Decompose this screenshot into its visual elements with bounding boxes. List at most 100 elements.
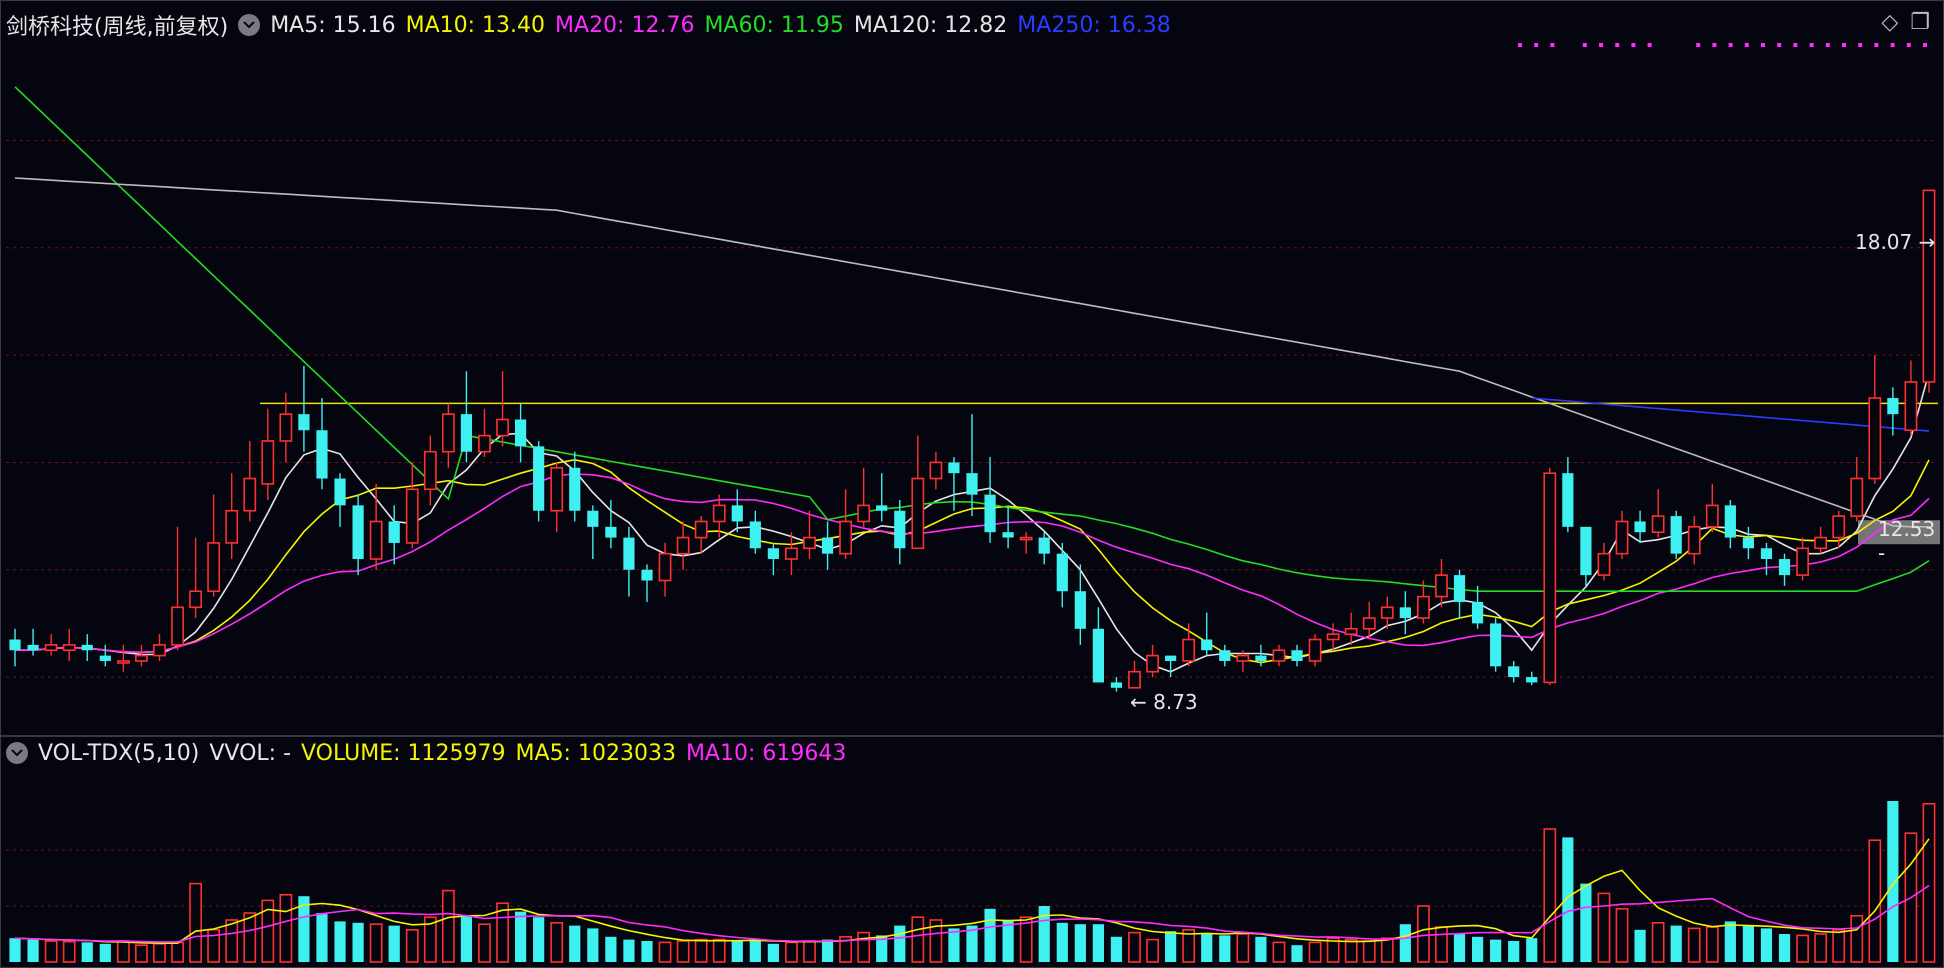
volume-bar-52	[948, 928, 960, 962]
volume-bar-44	[803, 940, 816, 963]
chart-mode: (周线,前复权)	[94, 15, 229, 40]
candle-body-41	[749, 521, 761, 549]
top-marker-0	[1518, 43, 1522, 47]
candle-body-95	[1724, 505, 1736, 538]
volume-bar-91	[1651, 921, 1665, 963]
volume-bar-70	[1272, 941, 1286, 963]
candle-body-12	[225, 509, 239, 544]
volume-bar-17	[316, 913, 328, 962]
candle-body-35	[641, 569, 653, 581]
candle-23	[423, 435, 437, 506]
candle-body-45	[821, 537, 834, 554]
candle-67	[1219, 644, 1231, 667]
candlestick-series[interactable]	[9, 189, 1936, 692]
volume-bar-72	[1308, 941, 1322, 963]
candle-34	[623, 526, 635, 597]
volume-bar-0	[9, 938, 21, 962]
volume-bar-102	[1850, 914, 1864, 963]
top-marker-16	[1777, 43, 1782, 47]
volume-bar-8	[153, 942, 166, 963]
volume-bar-80	[1453, 934, 1466, 962]
candle-59	[1074, 564, 1086, 645]
candle-body-63	[1146, 654, 1159, 673]
top-marker-22	[1874, 43, 1879, 47]
candle-62	[1128, 660, 1141, 689]
window-restore-icon[interactable]: ❐	[1910, 10, 1930, 35]
diamond-icon[interactable]: ◇	[1881, 10, 1899, 35]
chevron-down-icon[interactable]	[6, 742, 28, 764]
volume-bar-63	[1146, 938, 1159, 963]
volume-bar-18	[334, 921, 346, 962]
volume-bar-59	[1074, 924, 1086, 962]
candle-body-80	[1453, 575, 1466, 602]
volume-bar-9	[171, 941, 184, 963]
volume-bar-25	[460, 915, 473, 962]
candle-body-71	[1291, 650, 1303, 661]
volume-ma10-value: MA10: 619643	[685, 740, 847, 766]
candle-body-14	[261, 440, 275, 485]
candle-30	[550, 462, 564, 533]
high-price-label: 18.07 →	[1855, 230, 1936, 254]
volume-header: VOL-TDX(5,10) VVOL: - VOLUME: 1125979 MA…	[6, 736, 846, 770]
top-marker-17	[1793, 43, 1798, 47]
candle-body-3	[62, 644, 76, 652]
volume-bar-95	[1724, 921, 1736, 962]
volume-bar-86	[1562, 837, 1574, 962]
candle-body-28	[515, 419, 527, 447]
volume-bar-94	[1705, 926, 1719, 963]
candle-body-94	[1705, 504, 1719, 528]
candle-96	[1742, 526, 1755, 560]
top-marker-13	[1728, 43, 1733, 47]
candle-64	[1165, 655, 1177, 678]
candle-58	[1056, 542, 1068, 608]
candle-body-37	[676, 536, 690, 555]
volume-ma5-line	[14, 838, 1930, 944]
candle-body-68	[1236, 654, 1250, 662]
candle-82	[1490, 618, 1502, 672]
volume-indicator-name[interactable]: VOL-TDX(5,10)	[38, 740, 200, 766]
top-marker-8	[1647, 43, 1652, 47]
ma20-line	[15, 473, 1930, 654]
candle-106	[1922, 189, 1936, 393]
volume-bar-99	[1796, 934, 1809, 963]
candle-93	[1687, 516, 1701, 565]
volume-bar-87	[1580, 883, 1592, 962]
volume-bar-71	[1291, 945, 1303, 962]
chevron-down-icon[interactable]	[238, 14, 261, 36]
candle-46	[839, 489, 853, 560]
volume-bar-65	[1182, 928, 1196, 963]
candle-33	[605, 500, 617, 549]
candle-90	[1634, 510, 1646, 543]
candle-73	[1326, 623, 1340, 651]
candle-10	[189, 537, 202, 619]
candle-16	[298, 365, 310, 452]
price-header: 剑桥科技 (周线,前复权) MA5: 15.16 MA10: 13.40 MA2…	[6, 8, 1171, 42]
candle-body-48	[876, 505, 888, 511]
candle-body-54	[984, 494, 996, 533]
volume-bar-39	[712, 938, 726, 963]
candle-body-85	[1543, 472, 1557, 684]
candle-77	[1399, 591, 1411, 635]
candle-13	[243, 440, 257, 522]
candle-2	[44, 634, 58, 656]
candle-20	[369, 483, 383, 570]
volume-bar-24	[441, 889, 455, 963]
volume-bar-50	[911, 916, 925, 963]
candle-87	[1580, 526, 1592, 586]
candle-38	[694, 516, 708, 554]
volume-bar-67	[1219, 935, 1231, 962]
candle-body-43	[785, 547, 798, 560]
volume-bars[interactable]	[9, 801, 1936, 963]
stock-name[interactable]: 剑桥科技	[6, 15, 95, 40]
candle-body-88	[1597, 552, 1611, 576]
candle-12	[225, 473, 239, 560]
current-price-label: 12.53 -	[1878, 517, 1936, 565]
candle-70	[1272, 644, 1286, 667]
candle-1	[27, 628, 39, 656]
volume-bar-32	[587, 928, 599, 962]
candle-95	[1724, 500, 1736, 549]
volume-bar-73	[1326, 937, 1340, 963]
candle-body-47	[857, 504, 871, 523]
candle-body-9	[171, 606, 184, 646]
